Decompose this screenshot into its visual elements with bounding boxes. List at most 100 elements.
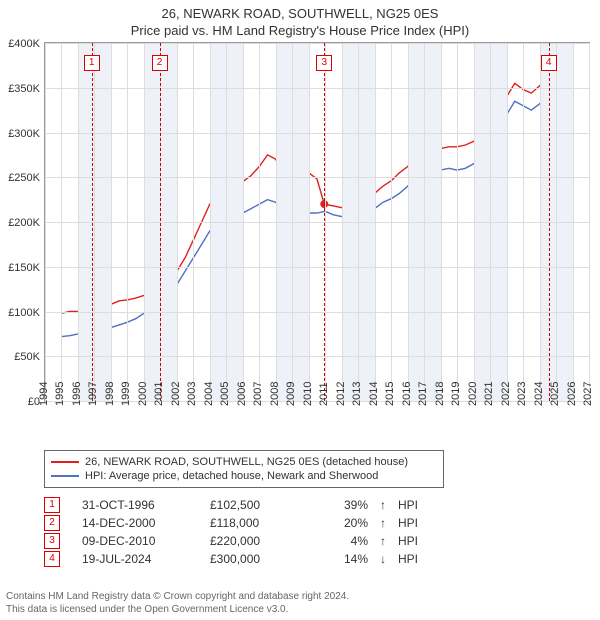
y-tick-label: £200K bbox=[0, 217, 40, 229]
gridline-v bbox=[424, 43, 425, 401]
x-tick-label: 2004 bbox=[203, 382, 215, 406]
y-tick-label: £400K bbox=[0, 38, 40, 50]
sales-row-pct: 39% bbox=[308, 498, 368, 512]
legend-swatch bbox=[51, 475, 79, 477]
sales-row-hpi: HPI bbox=[398, 498, 428, 512]
gridline-v bbox=[375, 43, 376, 401]
x-tick-label: 2010 bbox=[302, 382, 314, 406]
x-tick-label: 2002 bbox=[170, 382, 182, 406]
gridline-v bbox=[457, 43, 458, 401]
event-marker: 2 bbox=[152, 55, 168, 71]
legend-swatch bbox=[51, 461, 79, 463]
legend-label: HPI: Average price, detached house, Newa… bbox=[85, 470, 378, 482]
legend: 26, NEWARK ROAD, SOUTHWELL, NG25 0ES (de… bbox=[44, 450, 444, 488]
sales-row-hpi: HPI bbox=[398, 552, 428, 566]
arrow-icon: ↑ bbox=[376, 534, 390, 548]
x-tick-label: 1999 bbox=[120, 382, 132, 406]
chart-title-address: 26, NEWARK ROAD, SOUTHWELL, NG25 0ES bbox=[0, 0, 600, 21]
sales-row-date: 31-OCT-1996 bbox=[68, 498, 202, 512]
sales-row-num: 1 bbox=[44, 497, 60, 513]
y-tick-label: £350K bbox=[0, 83, 40, 95]
legend-row: 26, NEWARK ROAD, SOUTHWELL, NG25 0ES (de… bbox=[51, 455, 437, 469]
event-line bbox=[92, 43, 93, 401]
footer-attribution: Contains HM Land Registry data © Crown c… bbox=[6, 590, 349, 616]
x-tick-label: 2019 bbox=[450, 382, 462, 406]
x-tick-label: 2023 bbox=[516, 382, 528, 406]
gridline-v bbox=[276, 43, 277, 401]
gridline-v bbox=[325, 43, 326, 401]
gridline-v bbox=[556, 43, 557, 401]
x-tick-label: 2009 bbox=[285, 382, 297, 406]
gridline-v bbox=[45, 43, 46, 401]
x-tick-label: 2021 bbox=[483, 382, 495, 406]
event-line bbox=[324, 43, 325, 401]
x-tick-label: 2022 bbox=[500, 382, 512, 406]
sales-row-pct: 4% bbox=[308, 534, 368, 548]
sales-row-pct: 14% bbox=[308, 552, 368, 566]
chart-container: 26, NEWARK ROAD, SOUTHWELL, NG25 0ES Pri… bbox=[0, 0, 600, 620]
gridline-v bbox=[111, 43, 112, 401]
y-tick-label: £150K bbox=[0, 262, 40, 274]
gridline-v bbox=[94, 43, 95, 401]
gridline-v bbox=[226, 43, 227, 401]
gridline-v bbox=[193, 43, 194, 401]
x-tick-label: 2012 bbox=[335, 382, 347, 406]
gridline-v bbox=[573, 43, 574, 401]
x-tick-label: 1997 bbox=[87, 382, 99, 406]
gridline-v bbox=[177, 43, 178, 401]
x-tick-label: 2016 bbox=[401, 382, 413, 406]
gridline-v bbox=[259, 43, 260, 401]
gridline-v bbox=[342, 43, 343, 401]
arrow-icon: ↓ bbox=[376, 552, 390, 566]
sales-row: 131-OCT-1996£102,50039%↑HPI bbox=[44, 496, 428, 514]
event-marker: 3 bbox=[316, 55, 332, 71]
sales-row-price: £118,000 bbox=[210, 516, 300, 530]
event-line bbox=[160, 43, 161, 401]
sales-row-pct: 20% bbox=[308, 516, 368, 530]
gridline-v bbox=[144, 43, 145, 401]
x-tick-label: 2013 bbox=[351, 382, 363, 406]
y-tick-label: £300K bbox=[0, 128, 40, 140]
gridline-v bbox=[589, 43, 590, 401]
event-marker: 4 bbox=[541, 55, 557, 71]
x-tick-label: 2014 bbox=[368, 382, 380, 406]
sales-row-date: 19-JUL-2024 bbox=[68, 552, 202, 566]
footer-line-2: This data is licensed under the Open Gov… bbox=[6, 603, 349, 616]
gridline-v bbox=[127, 43, 128, 401]
plot-area: 1 2 3 4 bbox=[44, 42, 590, 402]
sales-row-hpi: HPI bbox=[398, 516, 428, 530]
x-tick-label: 2007 bbox=[252, 382, 264, 406]
gridline-v bbox=[391, 43, 392, 401]
x-tick-label: 2017 bbox=[417, 382, 429, 406]
x-tick-label: 2008 bbox=[269, 382, 281, 406]
chart-title-sub: Price paid vs. HM Land Registry's House … bbox=[0, 21, 600, 42]
gridline-v bbox=[61, 43, 62, 401]
x-tick-label: 2011 bbox=[318, 382, 330, 406]
gridline-v bbox=[78, 43, 79, 401]
event-marker: 1 bbox=[84, 55, 100, 71]
sales-row-price: £300,000 bbox=[210, 552, 300, 566]
gridline-v bbox=[523, 43, 524, 401]
footer-line-1: Contains HM Land Registry data © Crown c… bbox=[6, 590, 349, 603]
x-tick-label: 2005 bbox=[219, 382, 231, 406]
x-tick-label: 2001 bbox=[153, 382, 165, 406]
x-tick-label: 2027 bbox=[582, 382, 594, 406]
sales-row-num: 4 bbox=[44, 551, 60, 567]
gridline-v bbox=[540, 43, 541, 401]
y-tick-label: £100K bbox=[0, 307, 40, 319]
x-tick-label: 2024 bbox=[533, 382, 545, 406]
gridline-v bbox=[210, 43, 211, 401]
sales-table: 131-OCT-1996£102,50039%↑HPI214-DEC-2000£… bbox=[44, 496, 428, 568]
gridline-v bbox=[474, 43, 475, 401]
sales-row: 309-DEC-2010£220,0004%↑HPI bbox=[44, 532, 428, 550]
legend-row: HPI: Average price, detached house, Newa… bbox=[51, 469, 437, 483]
sales-row: 214-DEC-2000£118,00020%↑HPI bbox=[44, 514, 428, 532]
arrow-icon: ↑ bbox=[376, 498, 390, 512]
gridline-v bbox=[507, 43, 508, 401]
x-tick-label: 1996 bbox=[71, 382, 83, 406]
sales-row-date: 14-DEC-2000 bbox=[68, 516, 202, 530]
x-tick-label: 1998 bbox=[104, 382, 116, 406]
x-tick-label: 2026 bbox=[566, 382, 578, 406]
gridline-v bbox=[358, 43, 359, 401]
x-tick-label: 2025 bbox=[549, 382, 561, 406]
